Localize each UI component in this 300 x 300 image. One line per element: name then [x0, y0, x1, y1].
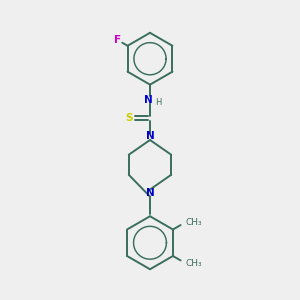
- Text: CH₃: CH₃: [186, 259, 202, 268]
- Text: F: F: [114, 35, 122, 45]
- Text: N: N: [146, 131, 154, 142]
- Text: S: S: [125, 113, 133, 123]
- Text: N: N: [146, 188, 154, 198]
- Text: N: N: [144, 95, 152, 105]
- Text: CH₃: CH₃: [186, 218, 202, 226]
- Text: H: H: [155, 98, 161, 107]
